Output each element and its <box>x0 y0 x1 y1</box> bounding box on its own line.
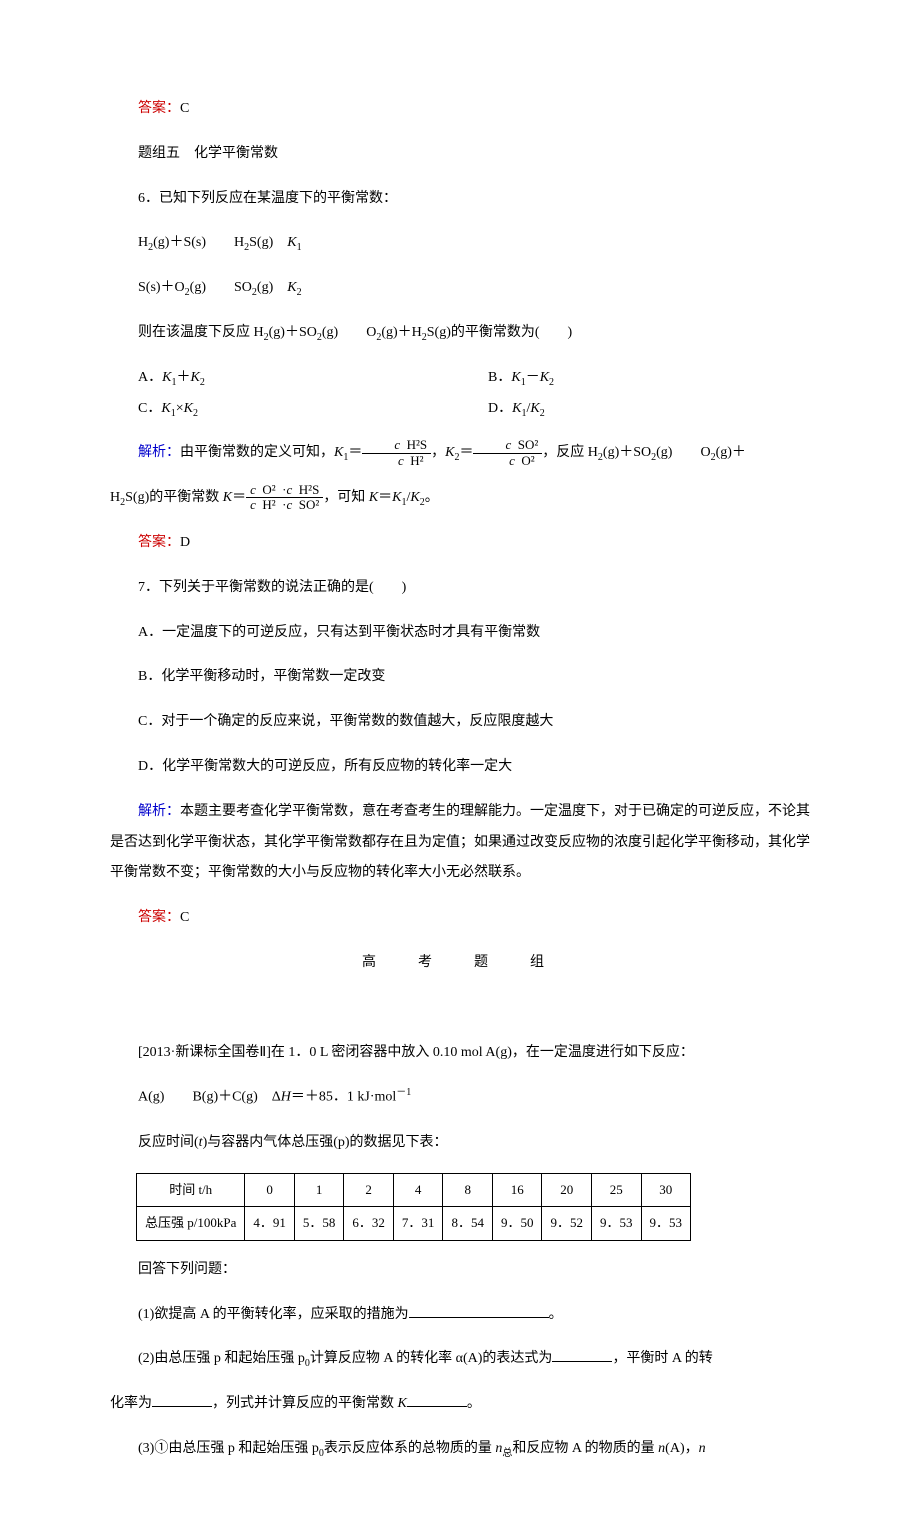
answer-value: C <box>180 910 189 925</box>
gk-reaction: A(g) B(g)＋C(g) ΔH＝＋85．1 kJ·mol－1 <box>110 1082 810 1113</box>
answer-label: 答案： <box>138 910 180 925</box>
table-header: 16 <box>492 1173 542 1207</box>
table-header: 8 <box>443 1173 493 1207</box>
answer-value: C <box>180 101 189 116</box>
table-cell: 总压强 p/100kPa <box>137 1207 245 1241</box>
table-cell: 9．53 <box>641 1207 691 1241</box>
gk-part2-cont: 化率为，列式并计算反应的平衡常数 K。 <box>110 1389 810 1420</box>
q6-reaction-1: H2(g)＋S(s) H2S(g) K1 <box>110 228 810 259</box>
pressure-table: 时间 t/h 0 1 2 4 8 16 20 25 30 总压强 p/100kP… <box>136 1173 691 1241</box>
table-header: 30 <box>641 1173 691 1207</box>
gk-part3: (3)①由总压强 p 和起始压强 p0表示反应体系的总物质的量 n总和反应物 A… <box>110 1434 810 1465</box>
table-cell: 4．91 <box>245 1207 295 1241</box>
q6-reaction-2: S(s)＋O2(g) SO2(g) K2 <box>110 273 810 304</box>
q6-explanation: 解析：由平衡常数的定义可知，K1＝c H²Sc H²，K2＝c SO²c O²，… <box>110 438 810 469</box>
gk-stem: [2013·新课标全国卷Ⅱ]在 1．0 L 密闭容器中放入 0.10 mol A… <box>110 1038 810 1069</box>
q6-options-row1: A．K1＋K2 B．K1－K2 <box>110 363 810 394</box>
q6-options-row2: C．K1×K2 D．K1/K2 <box>110 394 810 425</box>
q7-stem: 7．下列关于平衡常数的说法正确的是( ) <box>110 573 810 604</box>
answer-label: 答案： <box>138 535 180 550</box>
table-header: 4 <box>393 1173 443 1207</box>
table-cell: 9．53 <box>591 1207 641 1241</box>
table-header: 20 <box>542 1173 592 1207</box>
gk-part1: (1)欲提高 A 的平衡转化率，应采取的措施为。 <box>110 1300 810 1331</box>
table-cell: 8．54 <box>443 1207 493 1241</box>
q7-opt-a: A．一定温度下的可逆反应，只有达到平衡状态时才具有平衡常数 <box>110 618 810 649</box>
table-header: 0 <box>245 1173 295 1207</box>
gk-after: 回答下列问题： <box>110 1255 810 1286</box>
table-header: 25 <box>591 1173 641 1207</box>
answer-label: 答案： <box>138 101 180 116</box>
table-cell: 7．31 <box>393 1207 443 1241</box>
q6-explanation-cont: H2S(g)的平衡常数 K＝c O² ·c H²Sc H² ·c SO²，可知 … <box>110 483 810 514</box>
gk-table-intro: 反应时间(t)与容器内气体总压强(p)的数据见下表： <box>110 1128 810 1159</box>
table-header: 2 <box>344 1173 394 1207</box>
table-cell: 5．58 <box>294 1207 344 1241</box>
fill-blank[interactable] <box>152 1392 212 1407</box>
table-cell: 9．50 <box>492 1207 542 1241</box>
q6-stem-2: 则在该温度下反应 H2(g)＋SO2(g) O2(g)＋H2S(g)的平衡常数为… <box>110 318 810 349</box>
table-header-row: 时间 t/h 0 1 2 4 8 16 20 25 30 <box>137 1173 691 1207</box>
table-header: 1 <box>294 1173 344 1207</box>
q7-opt-b: B．化学平衡移动时，平衡常数一定改变 <box>110 662 810 693</box>
table-cell: 6．32 <box>344 1207 394 1241</box>
table-cell: 9．52 <box>542 1207 592 1241</box>
fill-blank[interactable] <box>407 1392 467 1407</box>
q7-opt-c: C．对于一个确定的反应来说，平衡常数的数值越大，反应限度越大 <box>110 707 810 738</box>
table-header: 时间 t/h <box>137 1173 245 1207</box>
fill-blank[interactable] <box>409 1303 549 1318</box>
group-title: 题组五 化学平衡常数 <box>110 139 810 170</box>
fill-blank[interactable] <box>552 1347 612 1362</box>
section-title: 高 考 题 组 <box>110 948 810 979</box>
q7-opt-d: D．化学平衡常数大的可逆反应，所有反应物的转化率一定大 <box>110 752 810 783</box>
q6-stem: 6．已知下列反应在某温度下的平衡常数： <box>110 184 810 215</box>
gk-part2: (2)由总压强 p 和起始压强 p0计算反应物 A 的转化率 α(A)的表达式为… <box>110 1344 810 1375</box>
table-row: 总压强 p/100kPa 4．91 5．58 6．32 7．31 8．54 9．… <box>137 1207 691 1241</box>
answer-value: D <box>180 535 190 550</box>
q7-explanation: 解析：本题主要考查化学平衡常数，意在考查考生的理解能力。一定温度下，对于已确定的… <box>110 797 810 889</box>
